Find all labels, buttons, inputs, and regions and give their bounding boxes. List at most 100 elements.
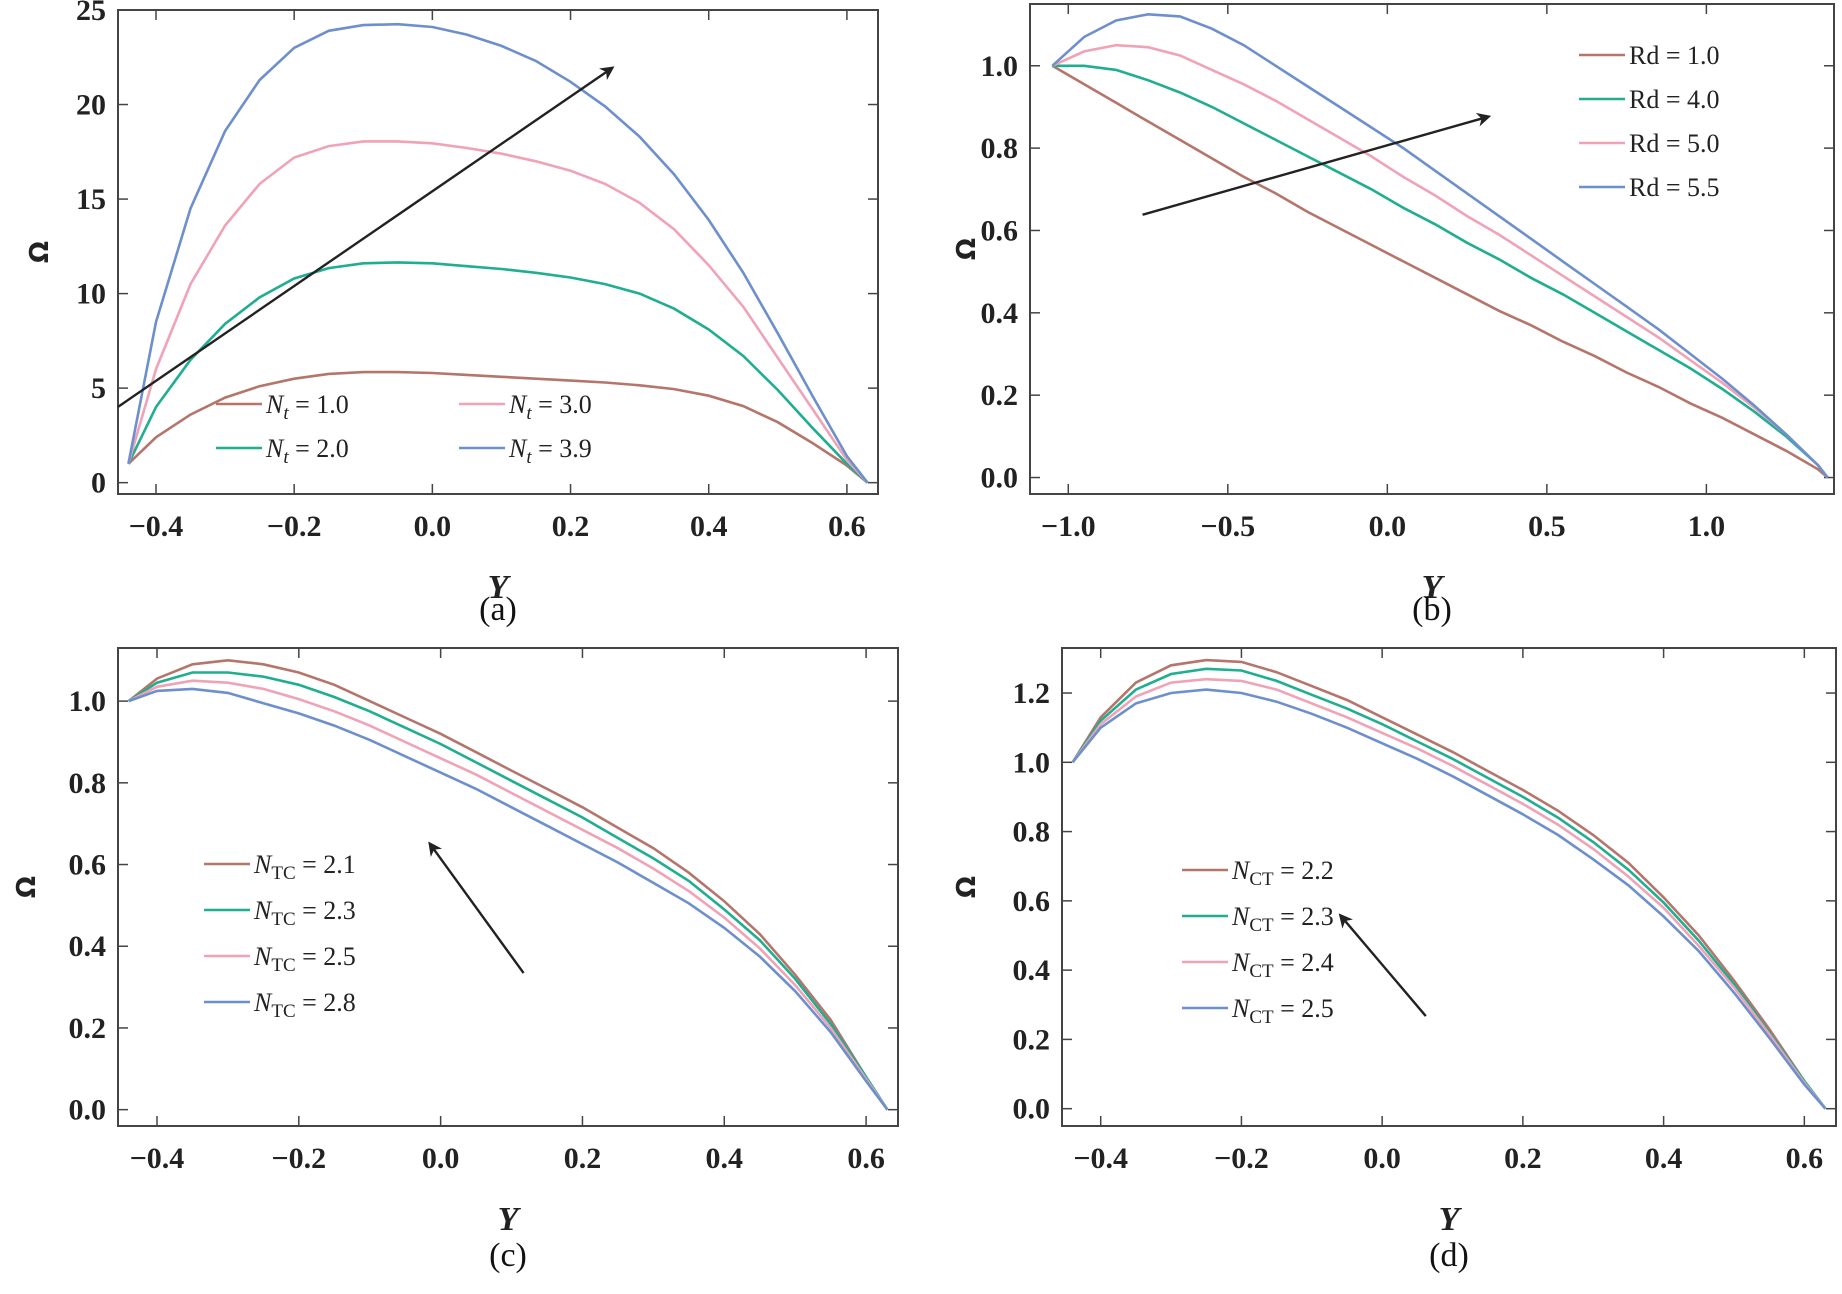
x-tick-label: 0.2 (564, 1142, 602, 1175)
legend-label: Rd = 4.0 (1629, 85, 1720, 114)
legend-entry: Nt = 1.0 (216, 390, 349, 424)
legend-label: NTC = 2.8 (253, 988, 356, 1022)
x-tick-label: 0.6 (1786, 1142, 1824, 1175)
x-tick-label: −0.2 (1214, 1142, 1269, 1175)
y-tick-label: 0 (91, 467, 106, 500)
trend-arrow (1142, 112, 1492, 216)
panel-b: −1.0 −0.5 0.0 0.5 1.0 0.0 0.2 0.4 0.6 0.8 1.0 Y Ω Rd … (952, 3, 1835, 628)
y-tick-label: 1.0 (981, 50, 1019, 83)
series-line-2 (1071, 667, 1827, 1110)
series-line-1 (127, 658, 889, 1111)
legend-label: NTC = 2.3 (253, 896, 356, 930)
series-line-3 (128, 679, 889, 1111)
y-tick-label: 5 (91, 372, 106, 405)
legend-label: Nt = 3.9 (508, 434, 592, 468)
series-line-3 (127, 140, 869, 484)
y-tick-label: 0.4 (981, 297, 1019, 330)
y-axis-label: Ω (952, 876, 982, 898)
y-axis-label: Ω (952, 238, 982, 260)
trend-arrow (117, 66, 615, 408)
y-tick-label: 0.6 (1013, 885, 1051, 918)
x-tick-label: 0.4 (690, 510, 728, 543)
x-tick-label: −0.4 (1073, 1142, 1128, 1175)
x-tick-label: −1.0 (1041, 510, 1096, 543)
series-line-3 (1051, 43, 1829, 479)
x-tick-label: 0.5 (1528, 510, 1566, 543)
legend-label: NCT = 2.4 (1231, 948, 1334, 982)
y-tick-label: 10 (76, 278, 106, 311)
series-line-4 (1051, 12, 1829, 479)
y-tick-label: 0.0 (981, 462, 1019, 495)
trend-arrow (428, 841, 525, 974)
trend-arrow (1338, 913, 1427, 1017)
y-tick-label: 20 (76, 89, 106, 122)
y-tick-label: 1.0 (1013, 746, 1051, 779)
legend-entry: NCT = 2.5 (1182, 994, 1334, 1028)
series-line-2 (127, 671, 889, 1111)
plot-frame (117, 647, 899, 1127)
y-axis-label: Ω (25, 241, 55, 263)
x-tick-label: 0.2 (1504, 1142, 1542, 1175)
x-tick-label: 0.4 (1645, 1142, 1683, 1175)
legend-entry: Rd = 1.0 (1579, 41, 1720, 70)
legend-entry: Nt = 3.9 (459, 434, 592, 468)
legend-entry: NCT = 2.3 (1182, 902, 1334, 936)
panel-caption: (d) (1429, 1237, 1469, 1274)
y-tick-label: 1.2 (1013, 677, 1051, 710)
legend-label: Rd = 1.0 (1629, 41, 1720, 70)
legend-entry: NCT = 2.4 (1182, 948, 1334, 982)
y-tick-label: 0.0 (1013, 1093, 1051, 1126)
y-tick-label: 0.6 (69, 849, 107, 882)
series-line-1 (1051, 64, 1829, 479)
x-tick-label: −0.2 (272, 1142, 327, 1175)
y-axis-label: Ω (12, 876, 42, 898)
legend-label: NTC = 2.1 (253, 850, 356, 884)
legend-entry: Rd = 4.0 (1579, 85, 1720, 114)
y-tick-label: 0.8 (1013, 816, 1051, 849)
y-tick-label: 0.2 (1013, 1023, 1051, 1056)
x-tick-label: 0.0 (1363, 1142, 1401, 1175)
x-tick-label: −0.4 (129, 510, 184, 543)
y-tick-label: 1.0 (69, 685, 107, 718)
x-tick-label: 1.0 (1688, 510, 1726, 543)
x-tick-label: 0.0 (1369, 510, 1407, 543)
y-tick-label: 0.0 (69, 1094, 107, 1127)
legend-entry: NTC = 2.3 (204, 896, 356, 930)
x-tick-label: −0.2 (267, 510, 322, 543)
legend-label: NCT = 2.2 (1231, 856, 1334, 890)
y-tick-label: 0.2 (69, 1012, 107, 1045)
legend-entry: Rd = 5.0 (1579, 129, 1720, 158)
plot-frame (117, 9, 879, 495)
series-line-1 (127, 370, 869, 484)
x-axis-label: Y (498, 1201, 522, 1238)
x-tick-label: 0.6 (828, 510, 866, 543)
x-axis-label: Y (488, 569, 512, 606)
legend-label: Nt = 1.0 (265, 390, 349, 424)
x-tick-label: 0.2 (552, 510, 590, 543)
legend-entry: Nt = 3.0 (459, 390, 592, 424)
legend-entry: Nt = 2.0 (216, 434, 349, 468)
legend-entry: Rd = 5.5 (1579, 173, 1720, 202)
series-line-4 (128, 687, 889, 1111)
panel-caption: (a) (479, 591, 517, 628)
panel-c: −0.4 −0.2 0.0 0.2 0.4 0.6 0.0 0.2 0.4 0.6 0.8 1.0 Y Ω… (12, 647, 899, 1274)
legend-label: Nt = 2.0 (265, 434, 349, 468)
legend-entry: NTC = 2.8 (204, 988, 356, 1022)
legend-label: NCT = 2.3 (1231, 902, 1334, 936)
legend-entry: NTC = 2.1 (204, 850, 356, 884)
x-tick-label: 0.4 (706, 1142, 744, 1175)
y-tick-label: 0.4 (1013, 954, 1051, 987)
series-line-3 (1071, 677, 1827, 1110)
series-line-1 (1071, 658, 1827, 1110)
x-tick-label: 0.0 (414, 510, 452, 543)
y-tick-label: 25 (76, 0, 106, 27)
y-tick-label: 15 (76, 183, 106, 216)
x-tick-label: 0.6 (847, 1142, 885, 1175)
plot-frame (1061, 647, 1837, 1127)
legend-label: NCT = 2.5 (1231, 994, 1334, 1028)
x-axis-label: Y (1422, 569, 1446, 606)
series-line-4 (1071, 688, 1827, 1110)
panel-d: −0.4 −0.2 0.0 0.2 0.4 0.6 0.0 0.2 0.4 0.6 0.8 1.0 1.… (952, 647, 1837, 1274)
legend-label: Rd = 5.0 (1629, 129, 1720, 158)
series-line-2 (127, 261, 869, 484)
